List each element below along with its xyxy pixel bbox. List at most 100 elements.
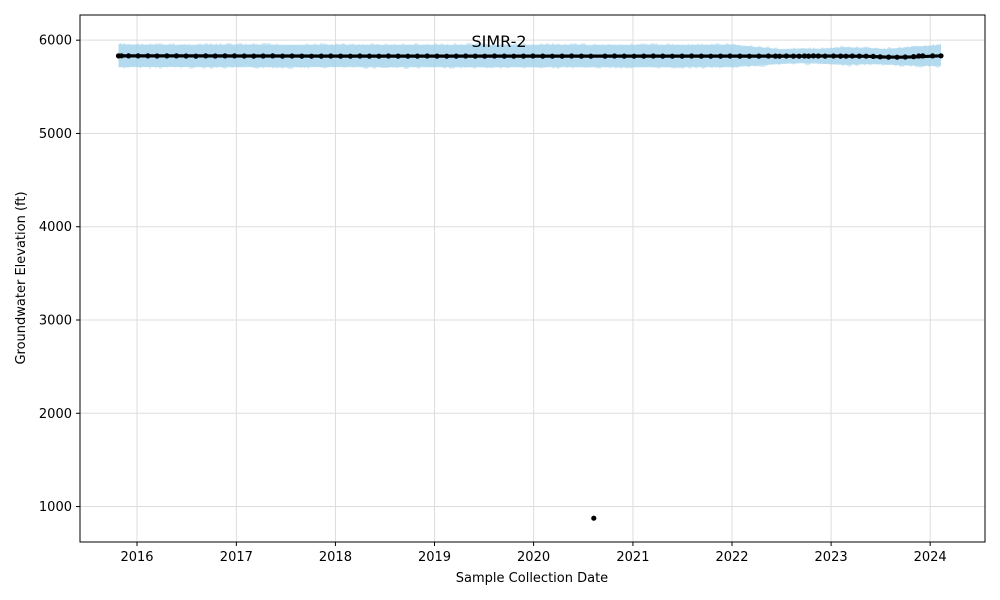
data-point bbox=[520, 53, 527, 59]
data-point bbox=[569, 53, 575, 59]
data-point bbox=[708, 53, 714, 59]
data-point bbox=[856, 53, 862, 59]
x-tick-label: 2016 bbox=[120, 550, 153, 565]
data-point bbox=[222, 53, 228, 59]
data-point bbox=[482, 53, 488, 59]
data-point bbox=[930, 53, 936, 59]
y-axis: 1000 2000 3000 4000 5000 6000 bbox=[39, 34, 80, 515]
data-point bbox=[843, 53, 849, 59]
data-point bbox=[810, 53, 817, 59]
data-point bbox=[154, 53, 160, 59]
x-tick-label: 2017 bbox=[220, 550, 253, 565]
x-tick-label: 2023 bbox=[815, 550, 848, 565]
data-point bbox=[395, 53, 401, 59]
data-point bbox=[463, 53, 469, 59]
data-point bbox=[126, 53, 132, 59]
data-point bbox=[414, 53, 420, 59]
data-point bbox=[511, 53, 517, 59]
data-point bbox=[830, 53, 837, 59]
x-axis: 2016 2017 2018 2019 2020 2021 2022 2023 2024 bbox=[120, 542, 947, 565]
data-point bbox=[559, 53, 565, 59]
data-point bbox=[776, 53, 783, 59]
data-point bbox=[376, 53, 382, 59]
data-point bbox=[299, 53, 305, 59]
data-point bbox=[756, 53, 762, 59]
data-point bbox=[405, 53, 411, 59]
data-point bbox=[783, 53, 789, 59]
grid-lines bbox=[80, 15, 985, 542]
y-tick-label: 3000 bbox=[39, 314, 72, 329]
data-point bbox=[540, 53, 546, 59]
y-axis-label: Groundwater Elevation (ft) bbox=[14, 191, 29, 364]
chart-title: SIMR-2 bbox=[471, 32, 526, 51]
data-point bbox=[790, 53, 797, 59]
x-tick-label: 2021 bbox=[616, 550, 649, 565]
data-point bbox=[231, 53, 238, 59]
data-point bbox=[902, 54, 908, 60]
x-tick-label: 2019 bbox=[418, 550, 451, 565]
data-point bbox=[328, 53, 334, 59]
data-point bbox=[669, 53, 675, 59]
data-point bbox=[588, 53, 594, 59]
data-point bbox=[385, 53, 391, 59]
y-tick-label: 4000 bbox=[39, 220, 72, 235]
y-tick-label: 1000 bbox=[39, 500, 72, 515]
data-point bbox=[241, 53, 247, 59]
data-point bbox=[308, 53, 315, 59]
data-point bbox=[815, 53, 821, 59]
x-tick-label: 2022 bbox=[715, 550, 748, 565]
y-tick-label: 6000 bbox=[39, 34, 72, 49]
data-point bbox=[260, 53, 266, 59]
data-point bbox=[660, 53, 666, 59]
data-point bbox=[689, 53, 695, 59]
data-point bbox=[366, 53, 372, 59]
data-point bbox=[444, 53, 450, 59]
data-point bbox=[838, 53, 844, 59]
data-point bbox=[212, 53, 218, 59]
data-point bbox=[727, 53, 733, 59]
data-point bbox=[318, 53, 324, 59]
data-point bbox=[338, 53, 344, 59]
data-point bbox=[801, 53, 808, 59]
data-point bbox=[886, 54, 892, 60]
data-point bbox=[193, 53, 199, 59]
y-tick-label: 2000 bbox=[39, 407, 72, 422]
data-point bbox=[145, 53, 151, 59]
data-point bbox=[916, 53, 922, 59]
data-point bbox=[796, 53, 802, 59]
data-point bbox=[453, 53, 459, 59]
data-point bbox=[164, 53, 170, 59]
data-point bbox=[434, 53, 440, 59]
x-tick-label: 2018 bbox=[319, 550, 352, 565]
data-point bbox=[737, 53, 743, 59]
data-point bbox=[591, 515, 597, 521]
data-point bbox=[501, 53, 507, 59]
data-point bbox=[877, 54, 883, 60]
data-point bbox=[746, 53, 753, 59]
plot-frame bbox=[79, 14, 986, 543]
data-point bbox=[621, 53, 627, 59]
data-point bbox=[863, 53, 869, 59]
x-tick-label: 2020 bbox=[517, 550, 550, 565]
data-point bbox=[806, 53, 812, 59]
data-point bbox=[938, 53, 944, 59]
data-point bbox=[698, 53, 704, 59]
data-point bbox=[357, 53, 363, 59]
data-point bbox=[650, 53, 656, 59]
x-axis-label: Sample Collection Date bbox=[456, 571, 608, 586]
data-point bbox=[611, 53, 618, 59]
data-point bbox=[173, 53, 179, 59]
data-point bbox=[765, 53, 772, 59]
data-point bbox=[718, 53, 724, 59]
data-point bbox=[822, 53, 828, 59]
data-point bbox=[289, 53, 295, 59]
data-point bbox=[549, 53, 555, 59]
data-point bbox=[772, 53, 779, 59]
data-point bbox=[251, 53, 257, 59]
data-point bbox=[602, 53, 608, 59]
data-point bbox=[203, 53, 209, 59]
data-point bbox=[183, 53, 189, 59]
data-point bbox=[472, 53, 478, 59]
data-point bbox=[118, 53, 125, 59]
